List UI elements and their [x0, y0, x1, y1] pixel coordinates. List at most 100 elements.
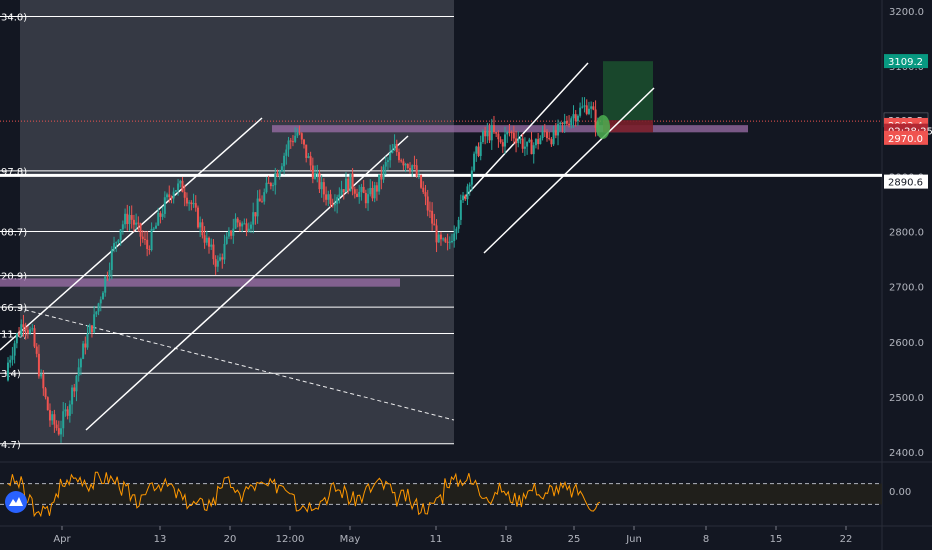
candle-body — [592, 106, 595, 110]
candle-body — [378, 174, 381, 192]
candle-body — [236, 218, 239, 223]
time-tick-label: Jun — [625, 534, 642, 545]
candle-body — [435, 225, 438, 243]
candle-body — [386, 160, 389, 163]
candle-body — [269, 183, 272, 187]
candle-body — [230, 230, 233, 236]
candle-body — [325, 194, 328, 200]
candle-body — [442, 238, 445, 240]
candle-body — [121, 224, 124, 230]
candle-body — [506, 131, 509, 135]
candle-body — [287, 140, 290, 150]
time-tick-label: 12:00 — [276, 534, 305, 545]
price-label-text: 2970.0 — [888, 134, 923, 145]
candle-body — [420, 175, 423, 188]
candle-body — [380, 174, 383, 180]
time-tick-label: May — [340, 534, 361, 545]
time-tick-label: 25 — [568, 534, 581, 545]
candle-body — [340, 189, 343, 195]
candle-body — [466, 186, 469, 200]
candle-body — [219, 257, 222, 261]
candle-body — [141, 236, 144, 239]
candle-body — [358, 191, 361, 197]
price-label-badge — [884, 174, 928, 189]
stop-box — [603, 120, 653, 133]
candle-body — [289, 140, 292, 142]
candle-body — [77, 367, 80, 376]
candle-body — [68, 404, 71, 416]
candle-body — [431, 210, 434, 224]
candle-body — [561, 122, 564, 124]
candle-body — [106, 276, 109, 278]
fib-level-label: 4.7) — [1, 440, 21, 451]
candle-body — [119, 229, 122, 240]
price-tick-label: 2600.0 — [889, 338, 924, 349]
candle-body — [128, 215, 131, 225]
candle-body — [459, 200, 462, 220]
candle-body — [508, 131, 511, 133]
candle-body — [479, 142, 482, 156]
price-label-text: 3109.2 — [888, 57, 923, 68]
price-label-badge — [884, 130, 928, 145]
candle-body — [99, 299, 102, 304]
candle-body — [161, 213, 164, 217]
candle-body — [46, 397, 49, 411]
tradingview-logo-icon — [5, 491, 27, 513]
candle-body — [568, 123, 571, 126]
candle-body — [203, 235, 206, 243]
target-box — [603, 61, 653, 121]
candle-body — [495, 132, 498, 134]
candle-body — [274, 173, 277, 186]
channel-line — [483, 87, 655, 254]
candle-body — [559, 122, 562, 125]
candle-body — [300, 133, 303, 140]
candle-body — [314, 173, 317, 179]
time-tick-label: 15 — [770, 534, 783, 545]
candle-body — [84, 343, 87, 348]
candle-body — [384, 162, 387, 167]
candle-body — [135, 222, 138, 225]
candle-body — [353, 189, 356, 194]
candle-body — [29, 329, 32, 334]
candle-body — [227, 230, 230, 237]
candle-body — [470, 170, 473, 185]
candle-body — [97, 303, 100, 312]
candle-body — [444, 238, 447, 242]
candle-body — [26, 330, 29, 334]
price-tick-label: 2400.0 — [889, 448, 924, 459]
rsi-tick-label: 0.00 — [889, 487, 911, 498]
candle-body — [199, 222, 202, 228]
candle-body — [104, 276, 107, 293]
candle-body — [245, 223, 248, 232]
candle-body — [256, 198, 259, 217]
candle-body — [263, 192, 266, 202]
candle-body — [552, 130, 555, 145]
candle-body — [492, 125, 495, 133]
resistance-zone — [272, 125, 748, 133]
candle-body — [486, 130, 489, 137]
candle-body — [481, 130, 484, 143]
fib-level-label: 66.3) — [1, 303, 27, 314]
candle-body — [249, 224, 252, 229]
candle-body — [510, 132, 513, 134]
candle-body — [389, 152, 392, 161]
candle-body — [20, 324, 23, 336]
candle-body — [172, 191, 175, 199]
candle-body — [40, 374, 43, 377]
candle-body — [475, 146, 478, 154]
candle-body — [360, 186, 363, 192]
candle-body — [57, 428, 60, 435]
candle-body — [166, 194, 169, 198]
candle-body — [137, 222, 140, 224]
candle-body — [583, 105, 586, 107]
candle-body — [53, 414, 56, 425]
candle-body — [110, 249, 113, 271]
candle-body — [113, 243, 116, 250]
candle-body — [225, 236, 228, 244]
candle-body — [395, 144, 398, 153]
candle-body — [201, 222, 204, 236]
candle-body — [554, 130, 557, 136]
candle-body — [497, 133, 500, 140]
candle-body — [126, 213, 129, 225]
